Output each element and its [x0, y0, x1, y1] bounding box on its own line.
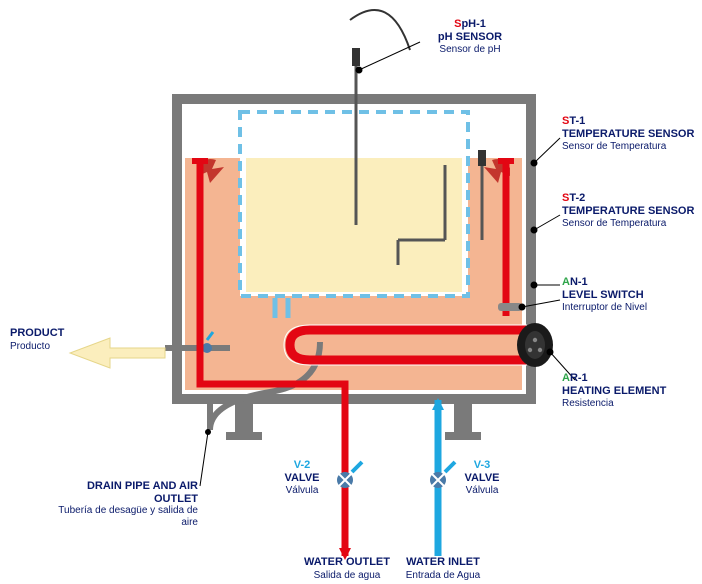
label-v3: V-3 VALVE Válvula — [452, 459, 512, 497]
label-water-outlet: WATER OUTLET Salida de agua — [293, 556, 401, 581]
label-v2: V-2 VALVE Válvula — [272, 459, 332, 497]
label-water-inlet: WATER INLET Entrada de Agua — [390, 556, 496, 581]
